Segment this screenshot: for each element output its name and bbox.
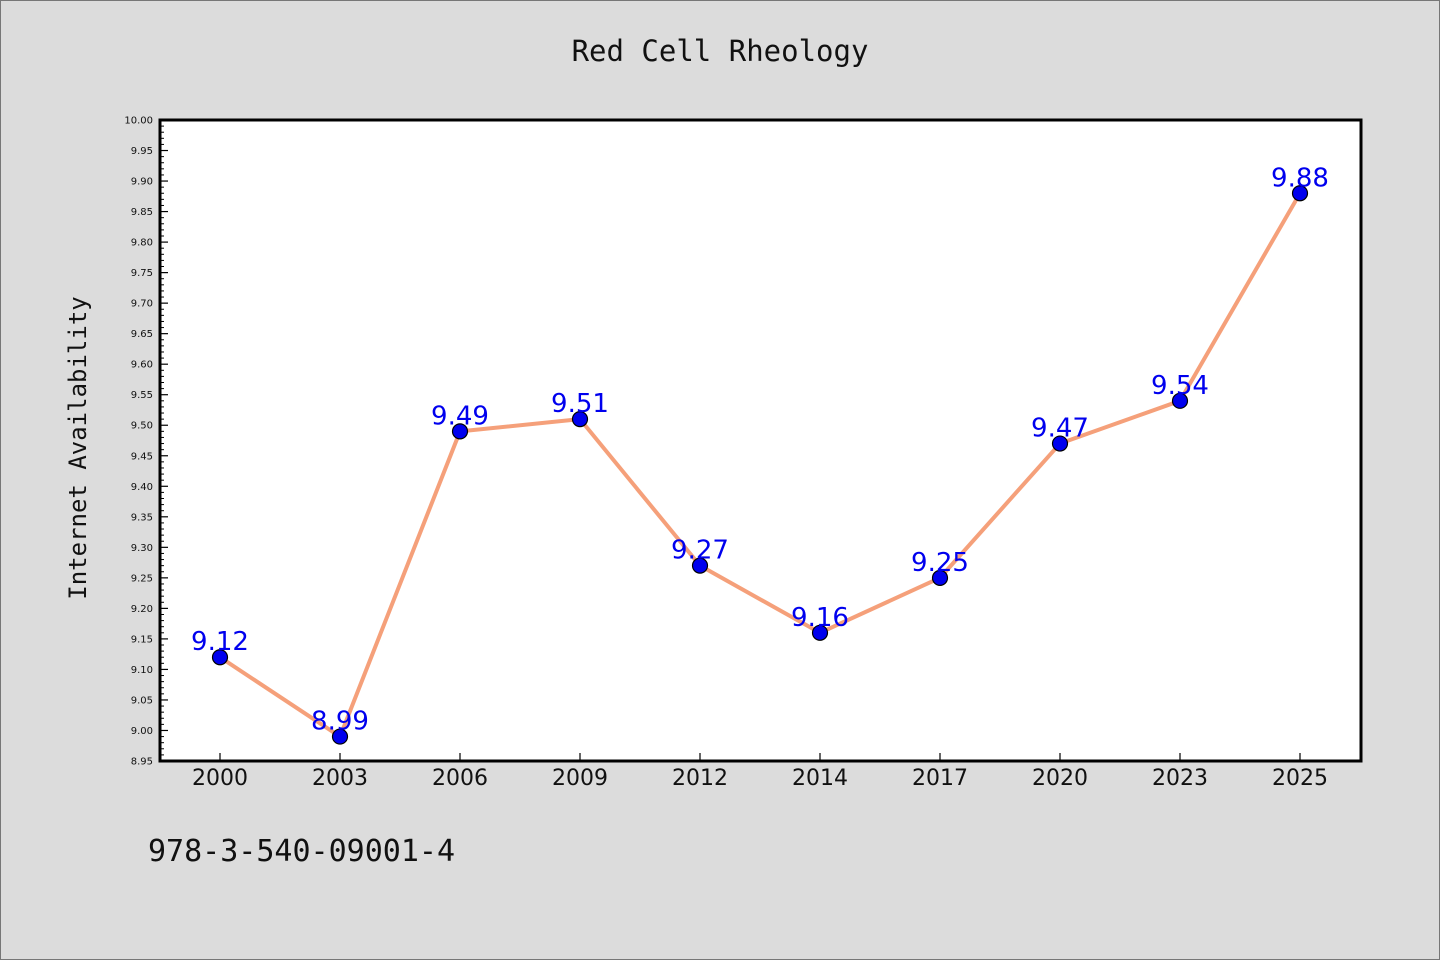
data-label: 9.47 [1031,414,1089,444]
data-label: 9.88 [1271,163,1329,193]
y-tick-label: 9.95 [131,146,153,157]
series-markers [211,185,1309,745]
y-tick-label: 9.60 [131,360,153,371]
data-label: 9.51 [551,389,609,419]
y-tick-label: 8.95 [131,757,153,768]
y-tick-label: 9.35 [131,512,153,523]
y-tick-label: 9.15 [131,634,153,645]
data-point [1291,185,1309,202]
plot-area [158,118,1363,763]
x-tick-label: 2017 [912,766,968,791]
y-tick-label: 9.55 [131,390,153,401]
x-tick-label: 2003 [312,766,368,791]
y-tick-label: 9.40 [131,482,153,493]
y-tick-label: 9.30 [131,543,153,554]
x-tick-label: 2020 [1032,766,1088,791]
x-tick-label: 2014 [792,766,848,791]
data-label: 9.27 [671,536,729,566]
data-label: 9.54 [1151,371,1209,401]
y-tick-label: 9.75 [131,268,153,279]
data-point [931,569,949,586]
data-label: 8.99 [311,707,369,737]
data-label: 9.49 [431,401,489,431]
y-tick-label: 9.90 [131,177,153,188]
x-tick-label: 2023 [1152,766,1208,791]
data-point [571,411,589,428]
data-labels: 9.12 8.99 9.49 9.51 9.27 9.16 9.25 9.47 9.54 9.88 [191,163,1329,736]
y-tick-label: 9.25 [131,573,153,584]
x-axis: 2000 2003 2006 2009 2012 2014 2017 2020 2023 2025 [192,753,1328,791]
data-point [691,557,709,574]
x-tick-label: 2012 [672,766,728,791]
y-tick-label: 9.85 [131,207,153,218]
series-line [218,192,1302,739]
y-tick-label: 9.00 [131,726,153,737]
x-tick-label: 2009 [552,766,608,791]
data-point [1051,435,1069,452]
x-tick-label: 2025 [1272,766,1328,791]
x-tick-label: 2000 [192,766,248,791]
y-axis-label: Internet Availability [64,296,92,599]
data-point [211,649,229,666]
footer-code: 978-3-540-09001-4 [148,834,456,869]
data-label: 9.16 [791,603,849,633]
x-tick-label: 2006 [432,766,488,791]
y-tick-label: 9.80 [131,238,153,249]
data-point [1171,392,1189,409]
y-tick-label: 9.05 [131,695,153,706]
data-point [331,728,349,745]
y-tick-label: 9.70 [131,299,153,310]
chart-title: Red Cell Rheology [571,34,869,68]
y-tick-label: 9.45 [131,451,153,462]
data-point [811,624,829,641]
y-tick-label: 9.65 [131,329,153,340]
y-tick-label: 9.10 [131,665,153,676]
y-tick-label: 9.20 [131,604,153,615]
data-label: 9.12 [191,627,249,657]
data-point [451,423,469,440]
data-label: 9.25 [911,548,969,578]
y-tick-label: 10.00 [124,116,153,127]
y-axis: 8.95 9.00 9.05 9.10 9.15 9.20 9.25 9.30 9.35 9.40… [124,116,168,768]
y-tick-label: 9.50 [131,421,153,432]
